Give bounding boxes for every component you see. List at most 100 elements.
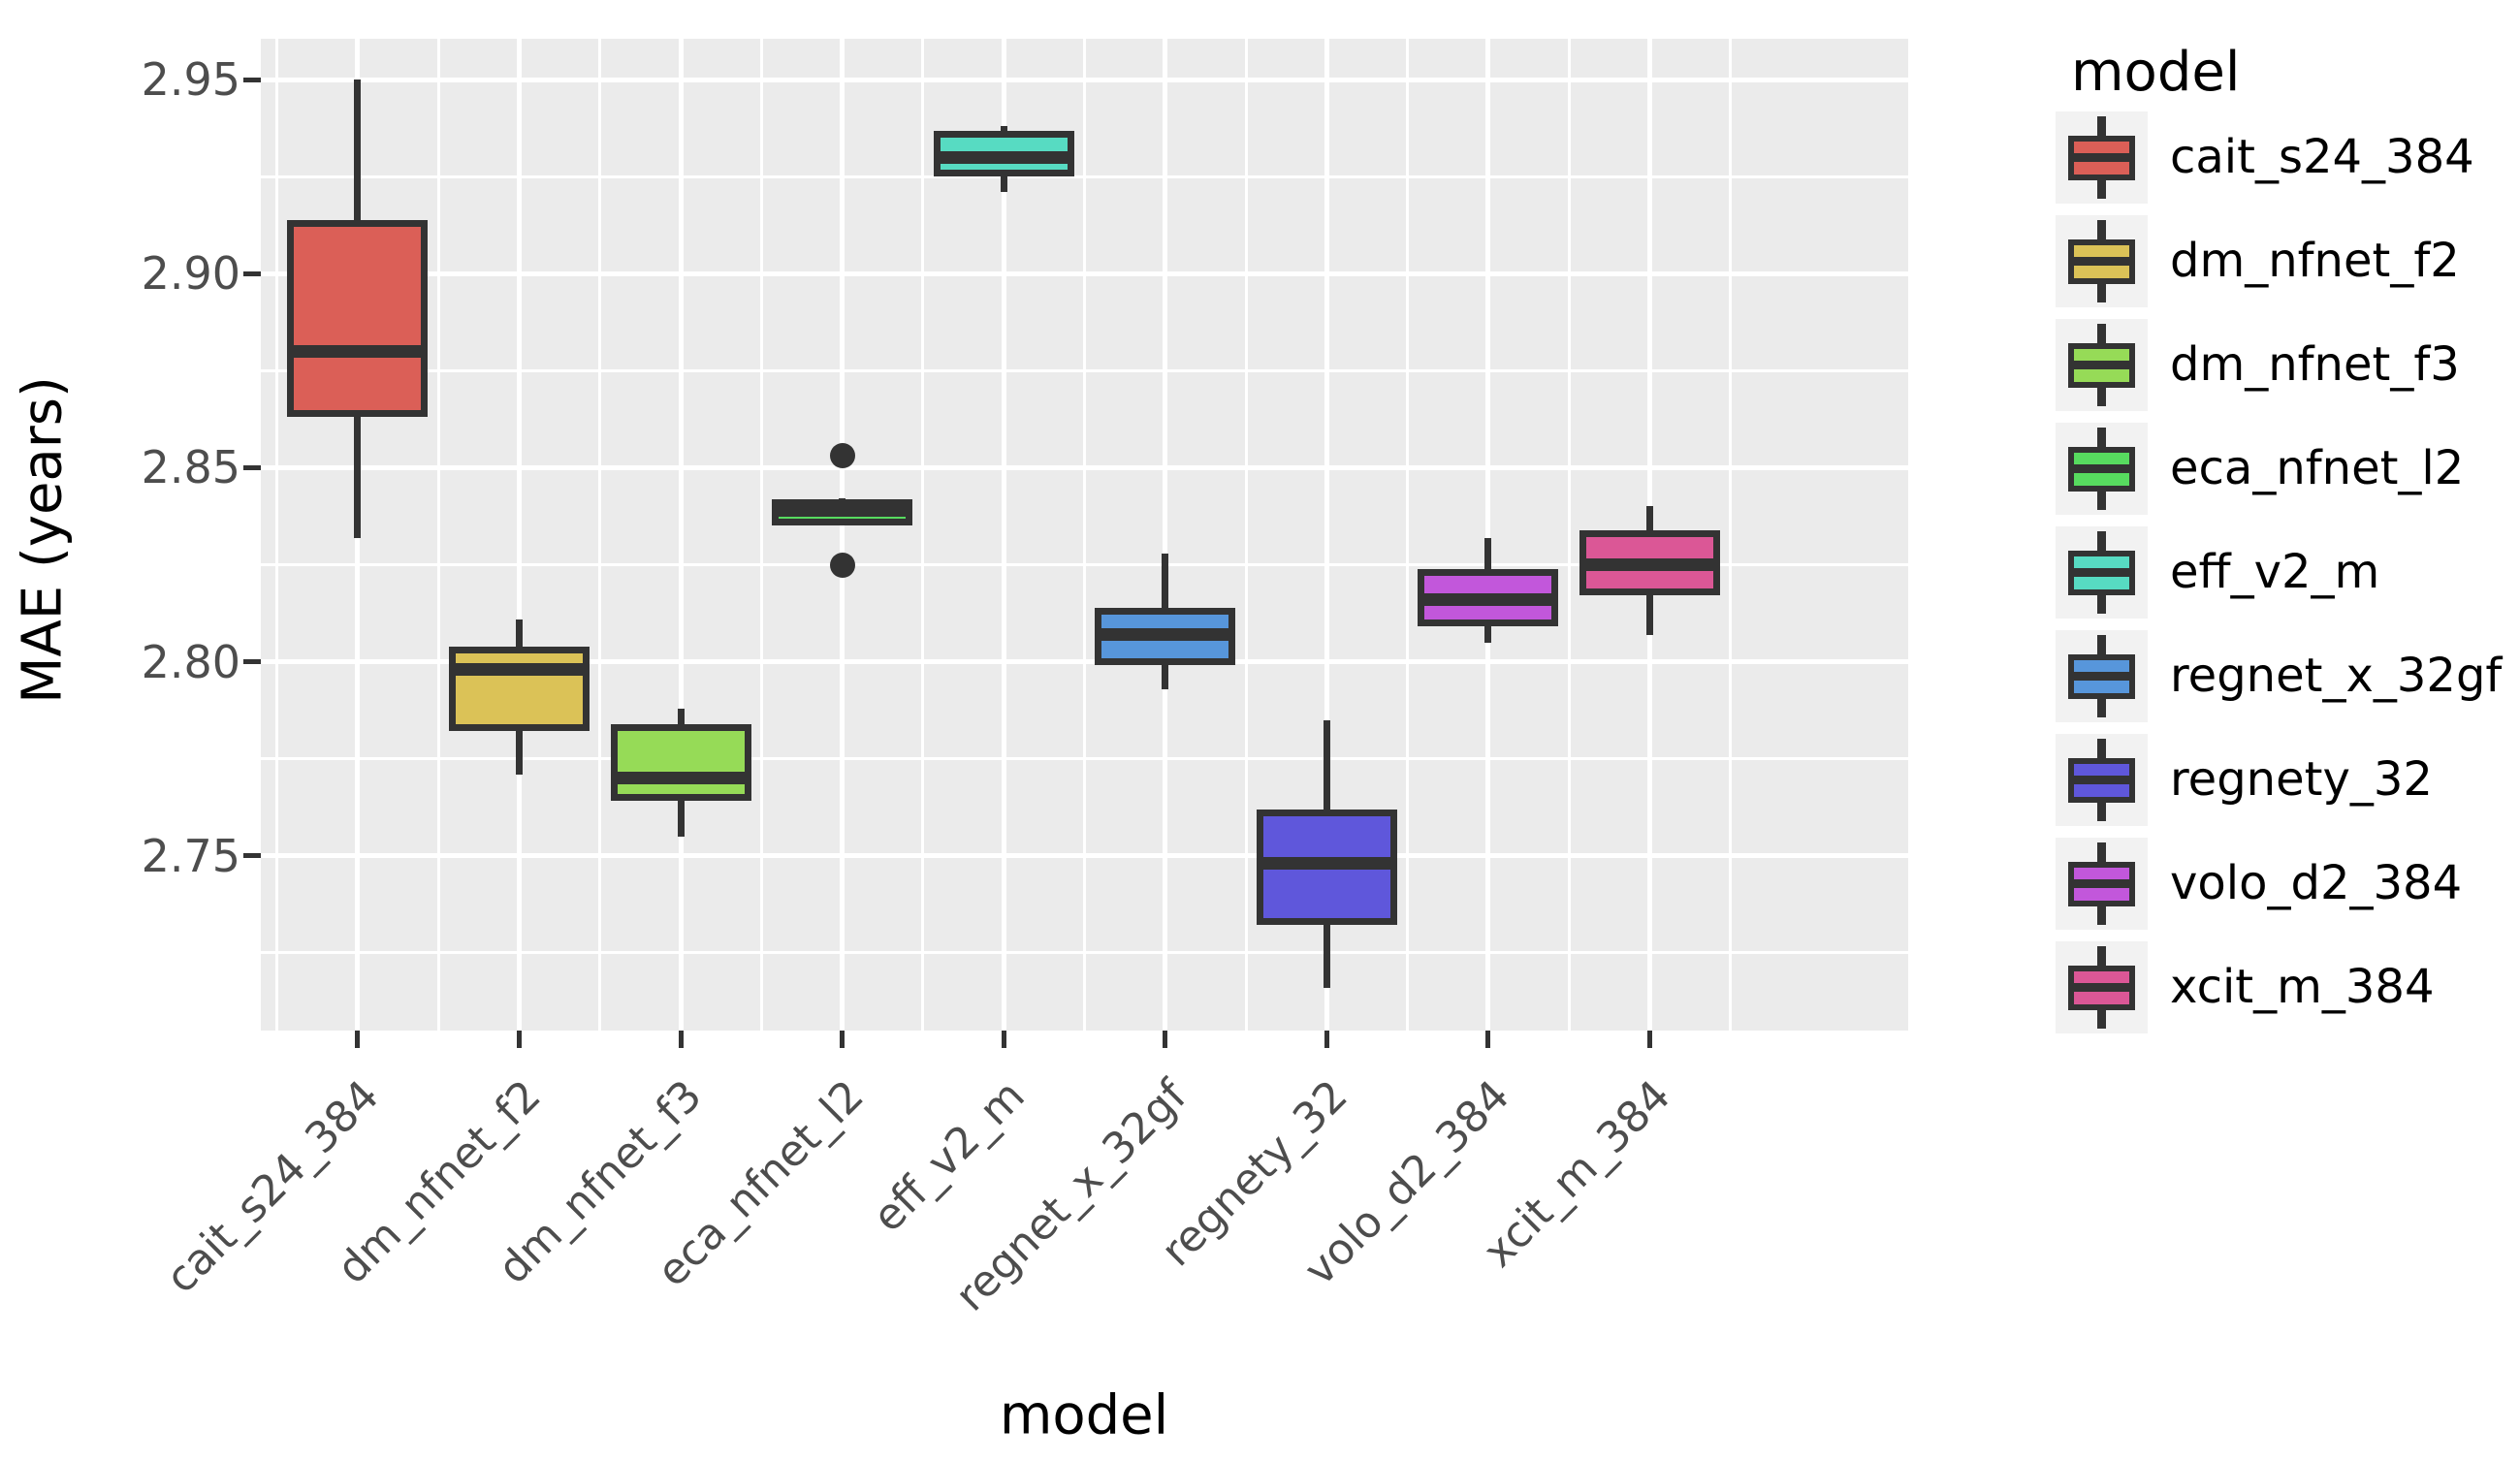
legend-item-label-dm_nfnet_f2: dm_nfnet_f2	[2170, 234, 2460, 288]
upper-whisker-xcit_m_384	[1645, 506, 1653, 534]
outlier-point-eca_nfnet_l2	[829, 552, 855, 578]
box-dm_nfnet_f2	[449, 647, 590, 732]
legend-item-label-dm_nfnet_f3: dm_nfnet_f3	[2170, 337, 2460, 392]
y-axis-tick-label: 2.80	[141, 635, 240, 688]
legend-glyph-median	[2071, 360, 2132, 369]
lower-whisker-cait_s24_384	[354, 413, 362, 538]
legend-key-eff_v2_m	[2056, 525, 2148, 619]
gridline-x-minor	[1083, 39, 1086, 1031]
x-axis-tick	[1001, 1031, 1006, 1048]
legend-key-dm_nfnet_f2	[2056, 214, 2148, 307]
lower-whisker-dm_nfnet_f3	[677, 797, 685, 837]
y-axis-tick-label: 2.90	[141, 247, 240, 301]
upper-whisker-cait_s24_384	[354, 79, 362, 224]
upper-whisker-volo_d2_384	[1484, 537, 1492, 573]
y-axis-tick	[243, 77, 261, 82]
y-axis-tick-label: 2.75	[141, 829, 240, 882]
y-axis-tick	[243, 853, 261, 859]
legend-glyph-median	[2071, 671, 2132, 681]
legend-glyph-whisker-bottom	[2097, 903, 2106, 925]
median-dm_nfnet_f2	[449, 663, 590, 677]
gridline-x-minor	[1406, 39, 1410, 1031]
legend-glyph-whisker-top	[2097, 219, 2106, 241]
y-axis-tick	[243, 464, 261, 470]
x-axis-tick	[840, 1031, 845, 1048]
legend-glyph-whisker-top	[2097, 323, 2106, 345]
x-axis-tick	[355, 1031, 361, 1048]
gridline-x-major	[1485, 39, 1491, 1031]
legend-glyph-whisker-top	[2097, 738, 2106, 760]
gridline-x-major	[1001, 39, 1006, 1031]
legend-glyph-box	[2068, 342, 2135, 388]
legend-key-regnety_32	[2056, 733, 2148, 826]
legend-glyph-whisker-bottom	[2097, 384, 2106, 406]
upper-whisker-regnet_x_32gf	[1162, 553, 1169, 612]
gridline-x-minor	[759, 39, 763, 1031]
legend-glyph-whisker-bottom	[2097, 1006, 2106, 1029]
lower-whisker-eff_v2_m	[1000, 173, 1007, 193]
outlier-point-eca_nfnet_l2	[829, 443, 855, 469]
gridline-x-minor	[1567, 39, 1571, 1031]
x-axis-tick	[1163, 1031, 1168, 1048]
median-cait_s24_384	[287, 344, 429, 358]
x-axis-tick	[1485, 1031, 1491, 1048]
legend-key-volo_d2_384	[2056, 837, 2148, 930]
median-regnety_32	[1256, 857, 1397, 871]
legend-key-eca_nfnet_l2	[2056, 422, 2148, 515]
legend-glyph-whisker-bottom	[2097, 695, 2106, 717]
legend-glyph-median	[2071, 982, 2132, 992]
median-dm_nfnet_f3	[610, 772, 751, 785]
x-axis-tick	[1324, 1031, 1329, 1048]
legend-key-dm_nfnet_f3	[2056, 318, 2148, 411]
y-axis-tick-label: 2.95	[141, 53, 240, 107]
legend-item-label-eca_nfnet_l2: eca_nfnet_l2	[2170, 441, 2465, 495]
upper-whisker-dm_nfnet_f3	[677, 708, 685, 728]
legend-glyph-whisker-top	[2097, 530, 2106, 553]
median-xcit_m_384	[1579, 558, 1720, 572]
gridline-x-major	[840, 39, 845, 1031]
median-volo_d2_384	[1418, 593, 1559, 607]
x-axis-tick	[678, 1031, 684, 1048]
legend-glyph-whisker-bottom	[2097, 591, 2106, 614]
median-regnet_x_32gf	[1095, 628, 1236, 642]
legend-glyph-whisker-top	[2097, 115, 2106, 138]
legend-glyph-whisker-top	[2097, 945, 2106, 968]
legend-key-cait_s24_384	[2056, 111, 2148, 204]
lower-whisker-dm_nfnet_f2	[516, 727, 523, 775]
legend-glyph-median	[2071, 878, 2132, 888]
gridline-x-major	[1163, 39, 1168, 1031]
lower-whisker-xcit_m_384	[1645, 591, 1653, 635]
gridline-x-minor	[598, 39, 602, 1031]
y-axis-title: MAE (years)	[11, 376, 75, 704]
median-eca_nfnet_l2	[772, 503, 913, 517]
gridline-x-minor	[1244, 39, 1248, 1031]
gridline-x-minor	[275, 39, 279, 1031]
lower-whisker-regnety_32	[1323, 921, 1330, 988]
legend-item-label-volo_d2_384: volo_d2_384	[2170, 856, 2463, 910]
legend-title: model	[2071, 41, 2241, 104]
legend-glyph-whisker-top	[2097, 427, 2106, 449]
legend-item-label-cait_s24_384: cait_s24_384	[2170, 130, 2474, 184]
legend-key-regnet_x_32gf	[2056, 629, 2148, 722]
x-axis-tick	[1646, 1031, 1652, 1048]
median-eff_v2_m	[933, 150, 1074, 164]
legend-item-label-regnet_x_32gf: regnet_x_32gf	[2170, 649, 2503, 703]
gridline-x-major	[678, 39, 684, 1031]
box-dm_nfnet_f3	[610, 724, 751, 802]
gridline-x-minor	[436, 39, 440, 1031]
legend-item-label-regnety_32: regnety_32	[2170, 752, 2433, 807]
lower-whisker-volo_d2_384	[1484, 622, 1492, 643]
gridline-x-minor	[1729, 39, 1733, 1031]
y-axis-tick	[243, 270, 261, 276]
lower-whisker-regnet_x_32gf	[1162, 661, 1169, 689]
legend-glyph-whisker-bottom	[2097, 488, 2106, 510]
legend-item-label-xcit_m_384: xcit_m_384	[2170, 960, 2435, 1014]
legend-glyph-whisker-bottom	[2097, 799, 2106, 821]
legend-item-label-eff_v2_m: eff_v2_m	[2170, 545, 2380, 599]
upper-whisker-dm_nfnet_f2	[516, 619, 523, 651]
legend-glyph-whisker-bottom	[2097, 176, 2106, 199]
box-cait_s24_384	[287, 219, 429, 417]
gridline-x-major	[1324, 39, 1329, 1031]
legend-key-xcit_m_384	[2056, 940, 2148, 1033]
